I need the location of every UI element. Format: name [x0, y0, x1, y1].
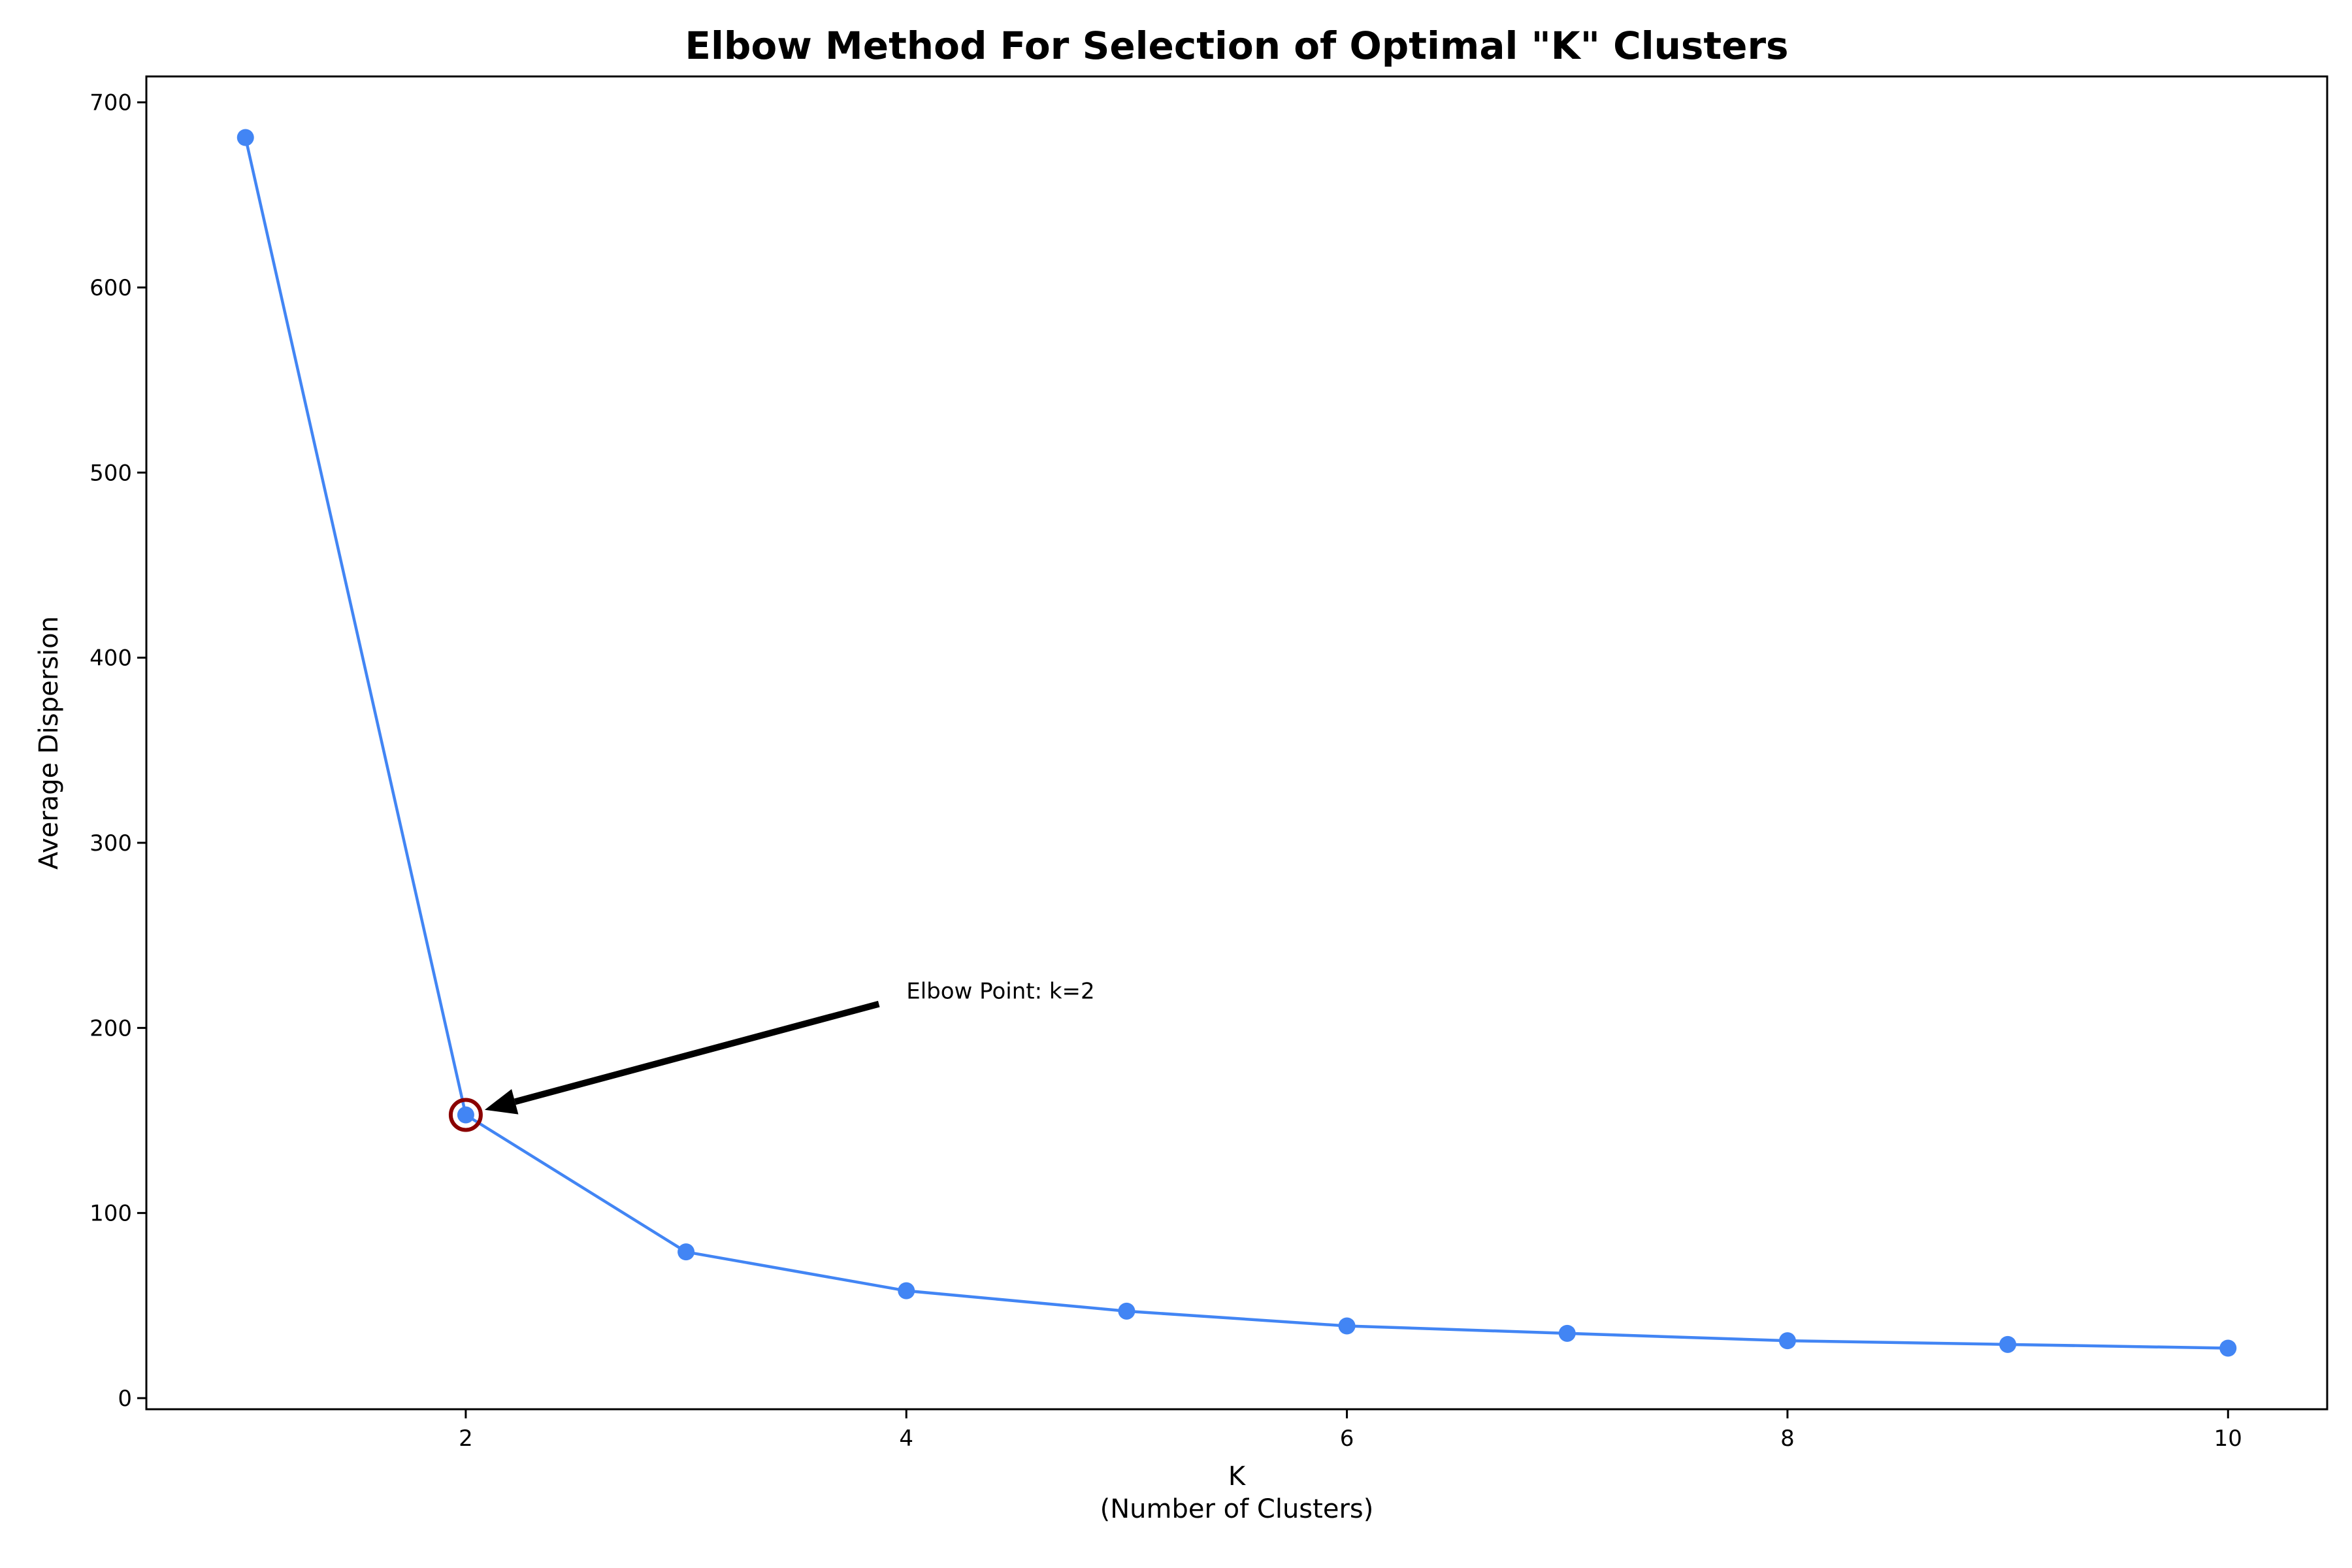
annotation-text: Elbow Point: k=2 [906, 979, 1094, 1005]
x-tick-label: 4 [899, 1426, 913, 1452]
y-tick-label: 300 [90, 830, 132, 857]
plot-area: 0 100 200 300 400 500 600 700 2 4 6 8 10 Elbow Point:… [90, 75, 2328, 1452]
annotation-arrow-head [484, 1088, 519, 1115]
y-tick-label: 100 [90, 1201, 132, 1227]
x-tick-label: 6 [1340, 1426, 1354, 1452]
data-point [898, 1282, 915, 1299]
data-point [2219, 1339, 2237, 1357]
data-point [457, 1106, 474, 1124]
elbow-highlight-ring [448, 1098, 483, 1132]
x-axis-label: K [1228, 1462, 1247, 1492]
y-axis-label: Average Dispersion [34, 616, 64, 870]
y-tick-label: 200 [90, 1015, 132, 1041]
y-tick-label: 500 [90, 460, 132, 486]
data-point [237, 129, 254, 146]
data-point [1778, 1332, 1796, 1350]
data-point [1118, 1302, 1135, 1320]
x-tick-label: 10 [2214, 1426, 2242, 1452]
y-tick-label: 400 [90, 645, 132, 672]
plot-frame [145, 75, 2328, 1411]
x-tick-label: 2 [459, 1426, 473, 1452]
annotation-arrow-shaft [514, 1000, 880, 1105]
data-point [678, 1243, 695, 1261]
chart-title: Elbow Method For Selection of Optimal "K… [685, 24, 1788, 68]
data-point [1558, 1324, 1576, 1342]
data-point [1338, 1317, 1356, 1335]
y-tick-label: 600 [90, 275, 132, 301]
series-line [244, 137, 2229, 1350]
y-tick-label: 0 [118, 1386, 132, 1412]
x-tick-label: 8 [1780, 1426, 1795, 1452]
y-tick-label: 700 [90, 90, 132, 116]
x-axis-sublabel: (Number of Clusters) [1100, 1494, 1374, 1524]
data-point [1999, 1335, 2017, 1353]
